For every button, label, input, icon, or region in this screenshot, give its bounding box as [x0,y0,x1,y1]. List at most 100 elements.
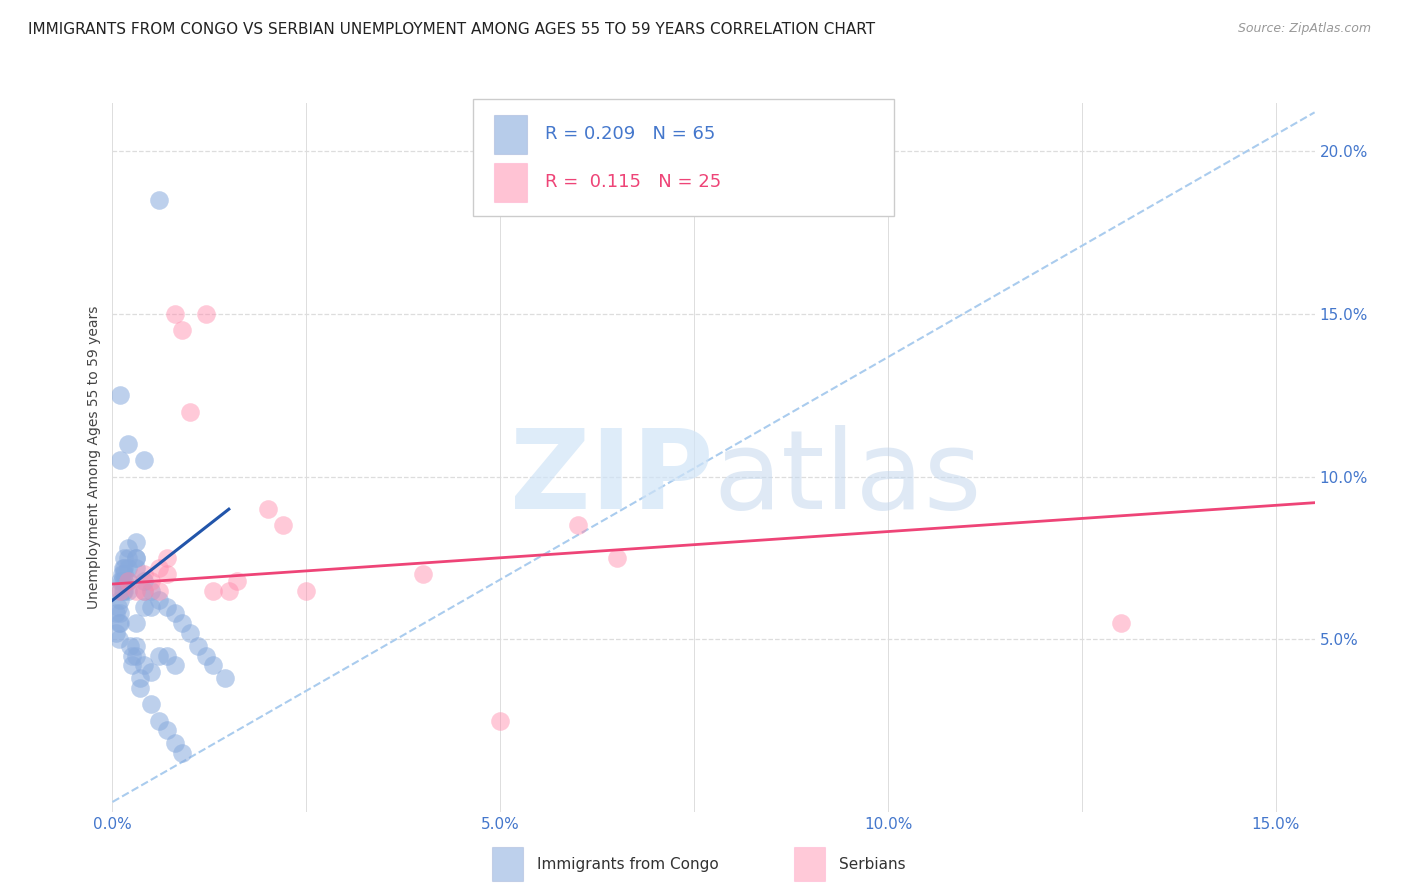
FancyBboxPatch shape [494,163,527,202]
Point [172,323,194,337]
Point [187,639,209,653]
Point [141,574,163,588]
Text: Serbians: Serbians [839,857,905,871]
FancyBboxPatch shape [494,115,527,153]
Point [117,551,139,566]
Point [163,736,186,750]
Point [128,681,150,695]
Point [111,574,134,588]
Point [156,551,179,566]
Point [117,541,139,556]
Point [148,648,170,663]
Point [125,551,148,566]
Point [567,518,589,533]
Point [214,671,236,685]
Point [412,567,434,582]
Point [489,714,512,728]
Point [218,583,240,598]
Point [125,615,148,630]
Point [156,599,179,614]
Text: Source: ZipAtlas.com: Source: ZipAtlas.com [1237,22,1371,36]
Point [148,593,170,607]
Point [117,560,139,574]
Point [110,593,132,607]
Point [105,607,128,621]
Point [107,615,129,630]
Point [112,583,135,598]
Point [111,583,134,598]
Point [163,307,186,321]
Point [148,583,170,598]
Text: Immigrants from Congo: Immigrants from Congo [537,857,718,871]
Point [117,583,139,598]
Point [271,518,294,533]
Point [125,551,148,566]
Point [172,746,194,760]
Point [110,615,132,630]
Point [141,583,163,598]
Point [110,607,132,621]
Point [1109,615,1132,630]
Point [132,583,155,598]
Point [112,560,135,574]
Point [112,551,135,566]
Point [172,615,194,630]
Point [163,607,186,621]
Text: atlas: atlas [713,425,981,532]
Text: R = 0.209   N = 65: R = 0.209 N = 65 [546,125,716,143]
Point [111,567,134,582]
Point [117,437,139,451]
Point [121,648,143,663]
Point [256,502,278,516]
Point [107,632,129,647]
Point [112,574,135,588]
FancyBboxPatch shape [472,99,894,216]
Point [141,698,163,712]
Point [125,560,148,574]
Point [111,560,134,574]
Text: R =  0.115   N = 25: R = 0.115 N = 25 [546,173,721,192]
Point [141,665,163,679]
Point [118,639,141,653]
Point [110,574,132,588]
Point [107,599,129,614]
Point [194,307,217,321]
Y-axis label: Unemployment Among Ages 55 to 59 years: Unemployment Among Ages 55 to 59 years [87,305,101,609]
Point [156,723,179,738]
Text: ZIP: ZIP [510,425,713,532]
Point [179,404,201,418]
Point [179,625,201,640]
Point [110,583,132,598]
Point [156,567,179,582]
Point [148,560,170,574]
Point [112,567,135,582]
Point [110,583,132,598]
Point [132,567,155,582]
Point [148,193,170,207]
Point [141,599,163,614]
Point [132,599,155,614]
Point [606,551,628,566]
Point [125,639,148,653]
Point [110,453,132,467]
Point [148,714,170,728]
Point [225,574,247,588]
Point [117,574,139,588]
Point [105,625,128,640]
Point [125,583,148,598]
Point [132,574,155,588]
Point [117,574,139,588]
Point [132,658,155,673]
Point [194,648,217,663]
Point [128,671,150,685]
Point [163,658,186,673]
Point [295,583,318,598]
Point [202,583,225,598]
Point [132,583,155,598]
Point [132,453,155,467]
Point [121,658,143,673]
Point [156,648,179,663]
Point [110,388,132,402]
Text: IMMIGRANTS FROM CONGO VS SERBIAN UNEMPLOYMENT AMONG AGES 55 TO 59 YEARS CORRELAT: IMMIGRANTS FROM CONGO VS SERBIAN UNEMPLO… [28,22,876,37]
Point [202,658,225,673]
